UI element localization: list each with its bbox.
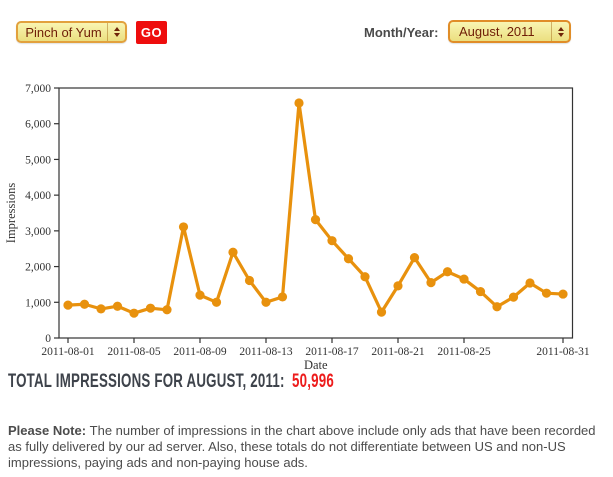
svg-text:1,000: 1,000 — [25, 297, 51, 309]
blog-select-value: Pinch of Yum — [25, 24, 102, 40]
svg-text:Date: Date — [304, 358, 328, 372]
month-year-select-value: August, 2011 — [459, 24, 535, 39]
arrow-up-icon — [557, 26, 564, 31]
svg-text:6,000: 6,000 — [25, 119, 51, 131]
total-impressions-heading: TOTAL IMPRESSIONS FOR AUGUST, 2011: 50,9… — [8, 371, 334, 393]
svg-text:2,000: 2,000 — [25, 262, 51, 274]
svg-text:2011-08-09: 2011-08-09 — [173, 346, 226, 358]
select-spinner-arrows-icon — [107, 23, 125, 41]
svg-text:2011-08-17: 2011-08-17 — [305, 346, 358, 358]
svg-text:3,000: 3,000 — [25, 226, 51, 238]
arrow-up-icon — [113, 27, 120, 31]
svg-text:4,000: 4,000 — [25, 190, 51, 202]
svg-text:2011-08-05: 2011-08-05 — [107, 346, 160, 358]
svg-text:2011-08-31: 2011-08-31 — [536, 346, 589, 358]
svg-text:2011-08-21: 2011-08-21 — [371, 346, 424, 358]
total-impressions-label: TOTAL IMPRESSIONS FOR AUGUST, 2011: — [8, 371, 285, 392]
svg-text:2011-08-01: 2011-08-01 — [41, 346, 94, 358]
blog-select[interactable]: Pinch of Yum — [16, 21, 127, 43]
impressions-line-chart: 0 1,000 2,000 3,000 4,000 5,000 6,000 7,000 Impr… — [4, 83, 590, 372]
svg-text:0: 0 — [45, 333, 51, 345]
svg-text:2011-08-25: 2011-08-25 — [437, 346, 490, 358]
svg-text:2011-08-13: 2011-08-13 — [239, 346, 292, 358]
arrow-down-icon — [557, 32, 564, 37]
svg-text:5,000: 5,000 — [25, 154, 51, 166]
month-year-select[interactable]: August, 2011 — [448, 20, 571, 43]
note-paragraph: Please Note: The number of impressions i… — [8, 423, 609, 471]
select-spinner-arrows-icon — [551, 22, 569, 41]
note-text: The number of impressions in the chart a… — [8, 423, 596, 470]
svg-text:7,000: 7,000 — [25, 83, 51, 95]
month-year-label: Month/Year: — [364, 25, 439, 40]
note-label: Please Note: — [8, 423, 90, 438]
go-button[interactable]: GO — [136, 21, 167, 44]
arrow-down-icon — [113, 33, 120, 37]
svg-text:Impressions: Impressions — [4, 183, 18, 244]
total-impressions-value: 50,996 — [292, 371, 334, 392]
